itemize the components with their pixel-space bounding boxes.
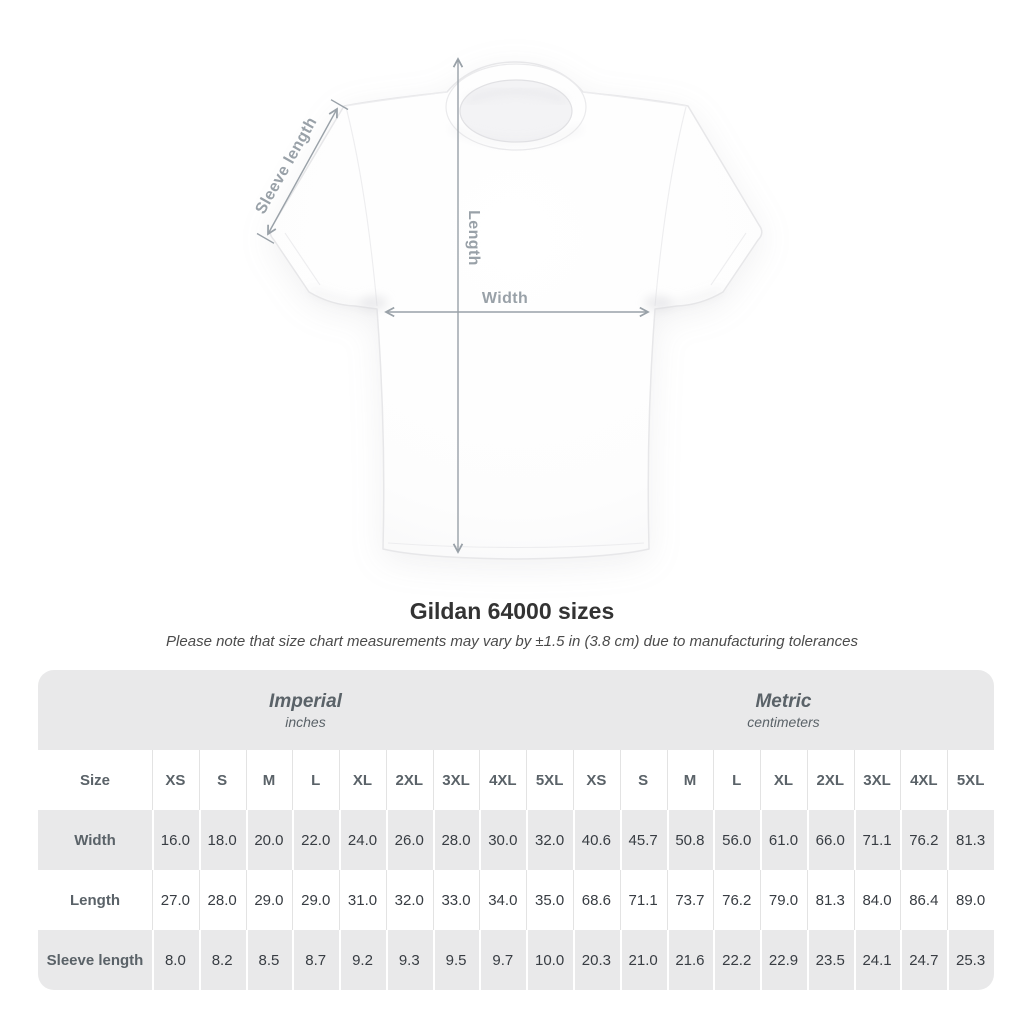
- metric-size-header: 3XL: [853, 750, 901, 810]
- imperial-value: 28.0: [198, 870, 246, 930]
- width-label: Width: [481, 290, 529, 307]
- metric-size-header: 5XL: [947, 750, 994, 810]
- tshirt-illustration: [269, 61, 763, 560]
- page-title: Gildan 64000 sizes: [409, 598, 615, 624]
- metric-value: 24.1: [853, 930, 901, 990]
- imperial-value: 9.5: [432, 930, 480, 990]
- imperial-value: 8.5: [245, 930, 293, 990]
- imperial-value: 32.0: [526, 810, 573, 870]
- metric-value: 22.2: [713, 930, 761, 990]
- tolerance-note: Please note that size chart measurements…: [166, 633, 858, 650]
- imperial-value: 27.0: [152, 870, 199, 930]
- imperial-value: 31.0: [339, 870, 386, 930]
- sleeve-arrow-bottom-tick: [256, 232, 275, 244]
- imperial-value: 9.2: [339, 930, 386, 990]
- imperial-value: 8.2: [198, 930, 246, 990]
- imperial-value: 32.0: [385, 870, 433, 930]
- length-label: Length: [465, 210, 482, 266]
- imperial-size-header: M: [245, 750, 293, 810]
- metric-value: 81.3: [947, 810, 994, 870]
- metric-value: 40.6: [573, 810, 620, 870]
- imperial-section-header: Imperial inches: [38, 670, 573, 750]
- metric-value: 81.3: [806, 870, 854, 930]
- metric-value: 73.7: [666, 870, 714, 930]
- metric-value: 76.2: [713, 870, 761, 930]
- metric-size-header: XS: [573, 750, 620, 810]
- metric-value: 20.3: [573, 930, 620, 990]
- size-column-header: Size: [38, 750, 152, 810]
- tshirt-photo: [256, 57, 763, 560]
- metric-value: 84.0: [853, 870, 901, 930]
- sleeve-arrow-top-tick: [330, 99, 349, 111]
- imperial-value: 29.0: [292, 870, 340, 930]
- row-label: Length: [38, 870, 152, 930]
- metric-unit: centimeters: [747, 713, 820, 730]
- imperial-size-header: 3XL: [432, 750, 480, 810]
- collar-outer-seam: [445, 63, 587, 151]
- imperial-value: 20.0: [245, 810, 293, 870]
- metric-size-header: 2XL: [806, 750, 854, 810]
- metric-value: 89.0: [947, 870, 994, 930]
- imperial-value: 35.0: [526, 870, 573, 930]
- metric-value: 45.7: [619, 810, 667, 870]
- imperial-value: 29.0: [245, 870, 293, 930]
- imperial-value: 34.0: [479, 870, 527, 930]
- metric-value: 76.2: [900, 810, 948, 870]
- metric-value: 21.0: [619, 930, 667, 990]
- metric-value: 71.1: [619, 870, 667, 930]
- metric-size-header: S: [619, 750, 667, 810]
- imperial-value: 33.0: [432, 870, 480, 930]
- imperial-value: 24.0: [339, 810, 386, 870]
- imperial-value: 18.0: [198, 810, 246, 870]
- metric-size-header: XL: [760, 750, 807, 810]
- metric-size-header: L: [713, 750, 761, 810]
- imperial-value: 28.0: [432, 810, 480, 870]
- imperial-value: 8.0: [152, 930, 199, 990]
- imperial-size-header: XL: [339, 750, 386, 810]
- imperial-unit: inches: [285, 713, 326, 730]
- metric-value: 66.0: [806, 810, 854, 870]
- row-label: Width: [38, 810, 152, 870]
- metric-size-header: M: [666, 750, 714, 810]
- imperial-value: 9.3: [385, 930, 433, 990]
- size-grid: Size XS S M L XL 2XL 3XL 4XL 5XL XS S M L XL 2XL 3XL 4XL 5…: [38, 750, 994, 990]
- row-label: Sleeve length: [38, 930, 152, 990]
- metric-section-header: Metric centimeters: [573, 670, 994, 750]
- metric-value: 86.4: [900, 870, 948, 930]
- imperial-size-header: L: [292, 750, 340, 810]
- imperial-value: 10.0: [526, 930, 573, 990]
- imperial-value: 9.7: [479, 930, 527, 990]
- size-table: Imperial inches Metric centimeters Size X…: [38, 670, 994, 990]
- tshirt-diagram: Sleeve length Length Width: [252, 57, 763, 560]
- metric-value: 68.6: [573, 870, 620, 930]
- metric-value: 61.0: [760, 810, 807, 870]
- imperial-value: 26.0: [385, 810, 433, 870]
- metric-value: 25.3: [947, 930, 994, 990]
- imperial-value: 22.0: [292, 810, 340, 870]
- imperial-value: 8.7: [292, 930, 340, 990]
- imperial-title: Imperial: [269, 690, 342, 712]
- imperial-size-header: 2XL: [385, 750, 433, 810]
- imperial-value: 16.0: [152, 810, 199, 870]
- metric-value: 50.8: [666, 810, 714, 870]
- imperial-value: 30.0: [479, 810, 527, 870]
- metric-value: 21.6: [666, 930, 714, 990]
- imperial-size-header: 5XL: [526, 750, 573, 810]
- metric-size-header: 4XL: [900, 750, 948, 810]
- metric-value: 23.5: [806, 930, 854, 990]
- metric-value: 24.7: [900, 930, 948, 990]
- metric-value: 22.9: [760, 930, 807, 990]
- imperial-size-header: 4XL: [479, 750, 527, 810]
- unit-system-header-band: Imperial inches Metric centimeters: [38, 670, 994, 750]
- metric-value: 71.1: [853, 810, 901, 870]
- metric-title: Metric: [755, 690, 812, 712]
- sleeve-length-arrow: [267, 107, 338, 236]
- metric-value: 56.0: [713, 810, 761, 870]
- metric-value: 79.0: [760, 870, 807, 930]
- imperial-size-header: S: [198, 750, 246, 810]
- imperial-size-header: XS: [152, 750, 199, 810]
